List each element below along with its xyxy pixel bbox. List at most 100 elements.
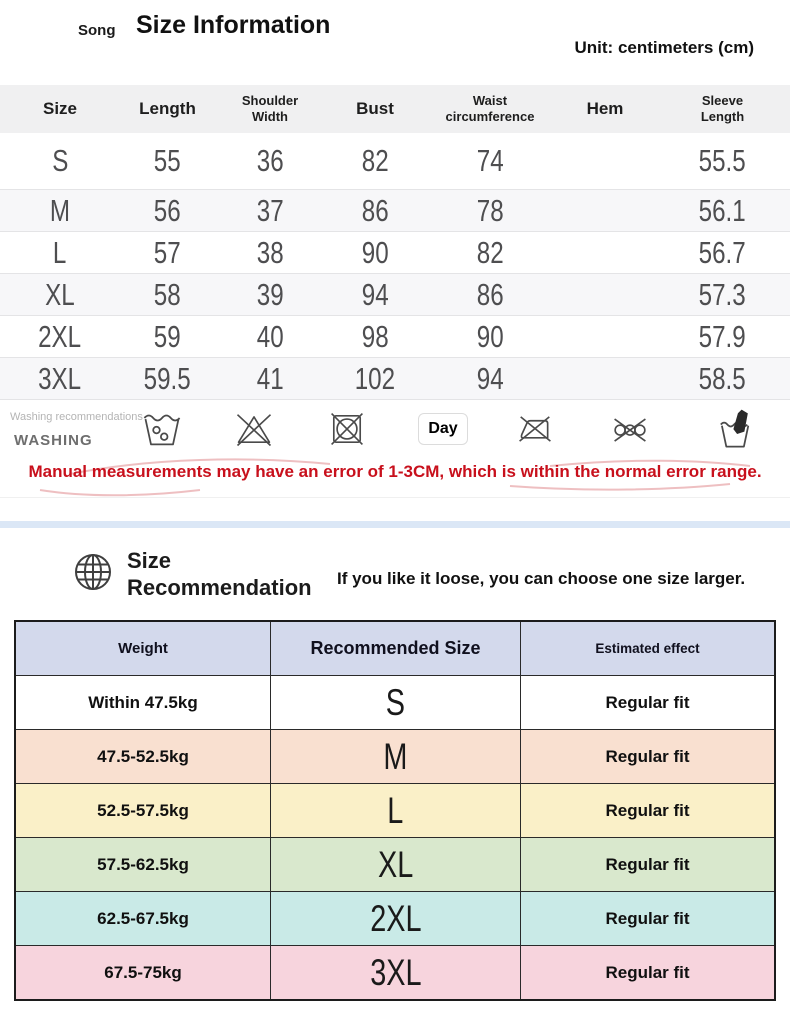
size-value: M — [49, 192, 71, 228]
table-row: 3XL 59.5 41 102 94 58.5 — [0, 358, 790, 400]
section-divider — [0, 497, 790, 498]
length-value: 59 — [154, 318, 181, 354]
recommendation-subtitle: If you like it loose, you can choose one… — [337, 569, 746, 588]
size-value: L — [53, 234, 67, 270]
column-header-bust: Bust — [356, 99, 394, 118]
bust-value: 98 — [361, 318, 389, 354]
sleeve-value: 56.7 — [698, 234, 747, 270]
shoulder-value: 39 — [256, 276, 284, 312]
weight-value: 62.5-67.5kg — [97, 908, 189, 928]
recommendation-table-header: Weight Recommended Size Estimated effect — [16, 622, 774, 675]
size-value: S — [51, 143, 69, 178]
sleeve-value: 55.5 — [698, 143, 747, 178]
column-header-recommended-size: Recommended Size — [270, 622, 520, 675]
page-title: Size Information — [136, 11, 331, 39]
do-not-tumble-dry-icon — [331, 413, 363, 445]
measurement-notice: Manual measurements may have an error of… — [28, 462, 762, 481]
column-header-length: Length — [139, 99, 196, 118]
globe-icon — [75, 554, 111, 590]
hand-wash-icon — [720, 409, 750, 448]
recommendation-title-line1: Size — [127, 548, 172, 573]
table-row: 67.5-75kg 3XL Regular fit — [16, 945, 774, 999]
column-header-size: Size — [42, 99, 78, 118]
bust-value: 86 — [361, 192, 389, 228]
unit-label: Unit: centimeters (cm) — [574, 38, 754, 57]
effect-value: Regular fit — [520, 946, 774, 999]
effect-value: Regular fit — [520, 784, 774, 837]
washing-label: WASHING — [14, 432, 93, 449]
size-value: XL — [45, 276, 75, 312]
shoulder-value: 37 — [256, 192, 284, 228]
day-label: Day — [418, 413, 468, 445]
shoulder-value: 36 — [256, 143, 284, 178]
section-band — [0, 521, 790, 528]
recommended-size-value: XL — [377, 843, 414, 885]
weight-value: 67.5-75kg — [104, 962, 182, 982]
table-row: L 57 38 90 82 56.7 — [0, 232, 790, 274]
weight-value: 47.5-52.5kg — [97, 746, 189, 766]
waist-value: 90 — [476, 318, 504, 354]
length-value: 57 — [154, 234, 181, 270]
do-not-iron-icon — [519, 416, 551, 442]
sleeve-value: 58.5 — [698, 360, 747, 396]
sleeve-value: 57.3 — [698, 276, 747, 312]
recommendation-table: Weight Recommended Size Estimated effect… — [14, 620, 776, 1001]
bust-value: 90 — [361, 234, 389, 270]
column-header-hem: Hem — [586, 99, 624, 118]
bust-value: 82 — [361, 143, 389, 178]
do-not-wring-icon — [614, 418, 646, 442]
column-header-waist: Waist circumference — [445, 92, 535, 124]
machine-wash-icon — [143, 414, 181, 446]
table-row: XL 58 39 94 86 57.3 — [0, 274, 790, 316]
column-header-weight: Weight — [118, 640, 168, 657]
recommended-size-value: 2XL — [369, 897, 422, 939]
table-row: 47.5-52.5kg M Regular fit — [16, 729, 774, 783]
size-value: 2XL — [38, 318, 82, 354]
bust-value: 102 — [354, 360, 396, 396]
shoulder-value: 41 — [256, 360, 284, 396]
table-row: S 55 36 82 74 55.5 — [0, 133, 790, 190]
size-value: 3XL — [38, 360, 82, 396]
shoulder-value: 40 — [256, 318, 284, 354]
effect-value: Regular fit — [520, 730, 774, 783]
table-row: 2XL 59 40 98 90 57.9 — [0, 316, 790, 358]
size-table-header: Size Length Shoulder Width Bust Waist ci… — [0, 85, 790, 133]
column-header-shoulder-width: Shoulder Width — [241, 92, 299, 124]
sleeve-value: 56.1 — [698, 192, 747, 228]
recommendation-title: Size Recommendation — [127, 547, 312, 601]
waist-value: 78 — [476, 192, 504, 228]
table-row: Within 47.5kg S Regular fit — [16, 675, 774, 729]
recommendation-title-line2: Recommendation — [127, 575, 312, 600]
length-value: 56 — [154, 192, 181, 228]
washing-recommendations-label: Washing recommendations — [10, 411, 143, 423]
recommended-size-value: L — [387, 789, 404, 831]
brush-strokes — [39, 458, 751, 497]
bust-value: 94 — [361, 276, 389, 312]
length-value: 59.5 — [143, 360, 192, 396]
effect-value: Regular fit — [520, 676, 774, 729]
column-header-sleeve-length: Sleeve Length — [700, 92, 745, 124]
waist-value: 82 — [476, 234, 504, 270]
effect-value: Regular fit — [520, 838, 774, 891]
waist-value: 86 — [476, 276, 504, 312]
table-row: 52.5-57.5kg L Regular fit — [16, 783, 774, 837]
recommended-size-value: M — [383, 735, 408, 777]
do-not-bleach-icon — [236, 414, 272, 447]
column-header-estimated-effect: Estimated effect — [520, 622, 774, 675]
waist-value: 74 — [476, 143, 504, 178]
waist-value: 94 — [476, 360, 504, 396]
table-row: M 56 37 86 78 56.1 — [0, 190, 790, 232]
effect-value: Regular fit — [520, 892, 774, 945]
table-row: 62.5-67.5kg 2XL Regular fit — [16, 891, 774, 945]
weight-value: 52.5-57.5kg — [97, 800, 189, 820]
weight-value: 57.5-62.5kg — [97, 854, 189, 874]
table-row: 57.5-62.5kg XL Regular fit — [16, 837, 774, 891]
shoulder-value: 38 — [256, 234, 284, 270]
size-table: Size Length Shoulder Width Bust Waist ci… — [0, 85, 790, 400]
length-value: 55 — [154, 143, 181, 178]
recommended-size-value: S — [385, 681, 406, 723]
recommended-size-value: 3XL — [369, 951, 422, 993]
sleeve-value: 57.9 — [698, 318, 747, 354]
length-value: 58 — [154, 276, 181, 312]
